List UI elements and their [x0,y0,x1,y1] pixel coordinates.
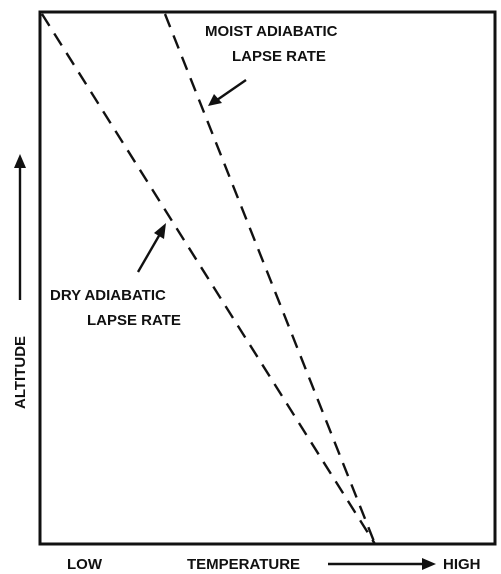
dry-label-line2: LAPSE RATE [87,312,181,329]
x-axis-arrow [328,558,436,570]
y-axis-arrow [14,154,26,300]
x-axis-high-label: HIGH [443,556,481,573]
moist-adiabatic-line [163,13,377,545]
dry-adiabatic-line [40,13,377,545]
dry-label-line1: DRY ADIABATIC [50,287,166,304]
moist-pointer-arrow [208,79,247,106]
y-axis-title: ALTITUDE [12,336,29,409]
moist-label-line2: LAPSE RATE [232,48,326,65]
dry-pointer-arrow [136,223,166,273]
x-axis-low-label: LOW [67,556,103,573]
plot-frame [38,10,497,546]
moist-label-line1: MOIST ADIABATIC [205,23,338,40]
x-axis-title: TEMPERATURE [187,556,300,573]
